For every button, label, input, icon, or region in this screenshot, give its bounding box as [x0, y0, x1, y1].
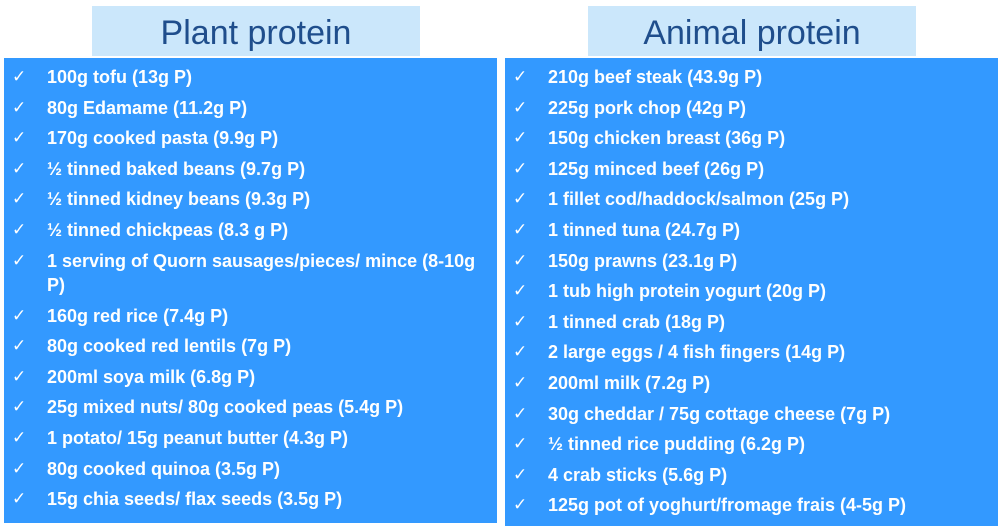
list-item: ✓ 150g prawns (23.1g P) [505, 246, 998, 277]
list-item-text: ½ tinned baked beans (9.7g P) [47, 158, 306, 179]
list-item-text: 125g pot of yoghurt/fromage frais (4-5g … [548, 495, 907, 516]
list-item: ✓ 125g pot of yoghurt/fromage frais (4-5g… [505, 490, 998, 521]
list-item-text: 225g pork chop (42g P) [548, 97, 747, 118]
check-icon: ✓ [12, 97, 27, 118]
check-icon: ✓ [513, 342, 528, 363]
check-icon: ✓ [12, 397, 27, 418]
list-item-text: 1 potato/ 15g peanut butter (4.3g P) [47, 427, 349, 448]
list-item: ✓ 1 tub high protein yogurt (20g P) [505, 276, 998, 307]
plant-protein-panel: ✓ 100g tofu (13g P) ✓ 80g Edamame (11.2g P… [4, 58, 497, 523]
list-item-text: 15g chia seeds/ flax seeds (3.5g P) [47, 489, 343, 510]
check-icon: ✓ [513, 434, 528, 455]
check-icon: ✓ [513, 67, 528, 87]
list-item-text: 1 tinned crab (18g P) [548, 311, 726, 332]
list-item: ✓ 80g cooked quinoa (3.5g P) [4, 454, 497, 485]
list-item: ✓ 160g red rice (7.4g P) [4, 301, 497, 332]
list-item: ✓ 225g pork chop (42g P) [505, 93, 998, 124]
list-item-text: 100g tofu (13g P) [47, 67, 193, 87]
list-item: ✓ 1 potato/ 15g peanut butter (4.3g P) [4, 423, 497, 454]
check-icon: ✓ [12, 67, 27, 87]
list-item: ✓ ½ tinned rice pudding (6.2g P) [505, 429, 998, 460]
list-item: ✓ 125g minced beef (26g P) [505, 154, 998, 185]
check-icon: ✓ [513, 158, 528, 179]
list-item: ✓ 170g cooked pasta (9.9g P) [4, 123, 497, 154]
list-item-text: 80g cooked red lentils (7g P) [47, 336, 292, 357]
list-item: ✓ 80g Edamame (11.2g P) [4, 93, 497, 124]
list-item-text: ½ tinned rice pudding (6.2g P) [548, 434, 806, 455]
check-icon: ✓ [513, 464, 528, 485]
check-icon: ✓ [513, 403, 528, 424]
list-item-text: ½ tinned chickpeas (8.3 g P) [47, 219, 289, 240]
check-icon: ✓ [12, 158, 27, 179]
list-item-text: 30g cheddar / 75g cottage cheese (7g P) [548, 403, 891, 424]
list-item-text: 1 tinned tuna (24.7g P) [548, 219, 741, 240]
list-item-text: 4 crab sticks (5.6g P) [548, 464, 728, 485]
list-item-text: 25g mixed nuts/ 80g cooked peas (5.4g P) [47, 397, 404, 418]
check-icon: ✓ [12, 250, 27, 271]
check-icon: ✓ [513, 189, 528, 210]
list-item: ✓ 200ml milk (7.2g P) [505, 368, 998, 399]
list-item-text: ½ tinned kidney beans (9.3g P) [47, 189, 311, 210]
plant-protein-title: Plant protein [92, 6, 420, 56]
list-item: ✓ 100g tofu (13g P) [4, 62, 497, 93]
list-item: ✓ 1 fillet cod/haddock/salmon (25g P) [505, 184, 998, 215]
list-item: ✓ ½ tinned baked beans (9.7g P) [4, 154, 497, 185]
animal-protein-list: ✓ 210g beef steak (43.9g P) ✓ 225g pork ch… [505, 62, 998, 521]
list-item-text: 80g Edamame (11.2g P) [47, 97, 248, 118]
check-icon: ✓ [513, 311, 528, 332]
list-item: ✓ 80g cooked red lentils (7g P) [4, 331, 497, 362]
list-item-text: 1 fillet cod/haddock/salmon (25g P) [548, 189, 850, 210]
list-item: ✓ 15g chia seeds/ flax seeds (3.5g P) [4, 484, 497, 515]
list-item-text: 1 tub high protein yogurt (20g P) [548, 281, 826, 302]
list-item: ✓ 1 tinned crab (18g P) [505, 307, 998, 338]
list-item-text: 170g cooked pasta (9.9g P) [47, 128, 279, 149]
check-icon: ✓ [513, 372, 528, 393]
list-item: ✓ 30g cheddar / 75g cottage cheese (7g P) [505, 399, 998, 430]
check-icon: ✓ [12, 189, 27, 210]
check-icon: ✓ [513, 250, 528, 271]
animal-protein-panel: ✓ 210g beef steak (43.9g P) ✓ 225g pork ch… [505, 58, 998, 526]
list-item: ✓ 150g chicken breast (36g P) [505, 123, 998, 154]
list-item-text: 200ml soya milk (6.8g P) [47, 366, 256, 387]
list-item-text: 200ml milk (7.2g P) [548, 372, 711, 393]
check-icon: ✓ [513, 219, 528, 240]
check-icon: ✓ [12, 336, 27, 357]
check-icon: ✓ [12, 366, 27, 387]
list-item-text: 2 large eggs / 4 fish fingers (14g P) [548, 342, 846, 363]
list-item: ✓ 25g mixed nuts/ 80g cooked peas (5.4g P… [4, 392, 497, 423]
list-item: ✓ ½ tinned kidney beans (9.3g P) [4, 184, 497, 215]
check-icon: ✓ [12, 458, 27, 479]
plant-protein-list: ✓ 100g tofu (13g P) ✓ 80g Edamame (11.2g P… [4, 62, 497, 515]
list-item-text: 125g minced beef (26g P) [548, 158, 765, 179]
list-item: ✓ ½ tinned chickpeas (8.3 g P) [4, 215, 497, 246]
list-item-text: 1 serving of Quorn sausages/pieces/ minc… [47, 250, 476, 295]
list-item: ✓ 1 serving of Quorn sausages/pieces/ min… [4, 246, 497, 301]
list-item-text: 210g beef steak (43.9g P) [548, 67, 763, 87]
list-item-text: 150g chicken breast (36g P) [548, 128, 786, 149]
check-icon: ✓ [513, 495, 528, 516]
check-icon: ✓ [513, 97, 528, 118]
check-icon: ✓ [12, 489, 27, 510]
check-icon: ✓ [12, 219, 27, 240]
list-item: ✓ 210g beef steak (43.9g P) [505, 62, 998, 93]
list-item-text: 160g red rice (7.4g P) [47, 305, 229, 326]
animal-protein-title: Animal protein [588, 6, 916, 56]
check-icon: ✓ [513, 281, 528, 302]
list-item-text: 80g cooked quinoa (3.5g P) [47, 458, 281, 479]
list-item: ✓ 4 crab sticks (5.6g P) [505, 460, 998, 491]
list-item-text: 150g prawns (23.1g P) [548, 250, 738, 271]
list-item: ✓ 2 large eggs / 4 fish fingers (14g P) [505, 337, 998, 368]
check-icon: ✓ [12, 305, 27, 326]
list-item: ✓ 1 tinned tuna (24.7g P) [505, 215, 998, 246]
check-icon: ✓ [12, 128, 27, 149]
list-item: ✓ 200ml soya milk (6.8g P) [4, 362, 497, 393]
check-icon: ✓ [12, 427, 27, 448]
check-icon: ✓ [513, 128, 528, 149]
